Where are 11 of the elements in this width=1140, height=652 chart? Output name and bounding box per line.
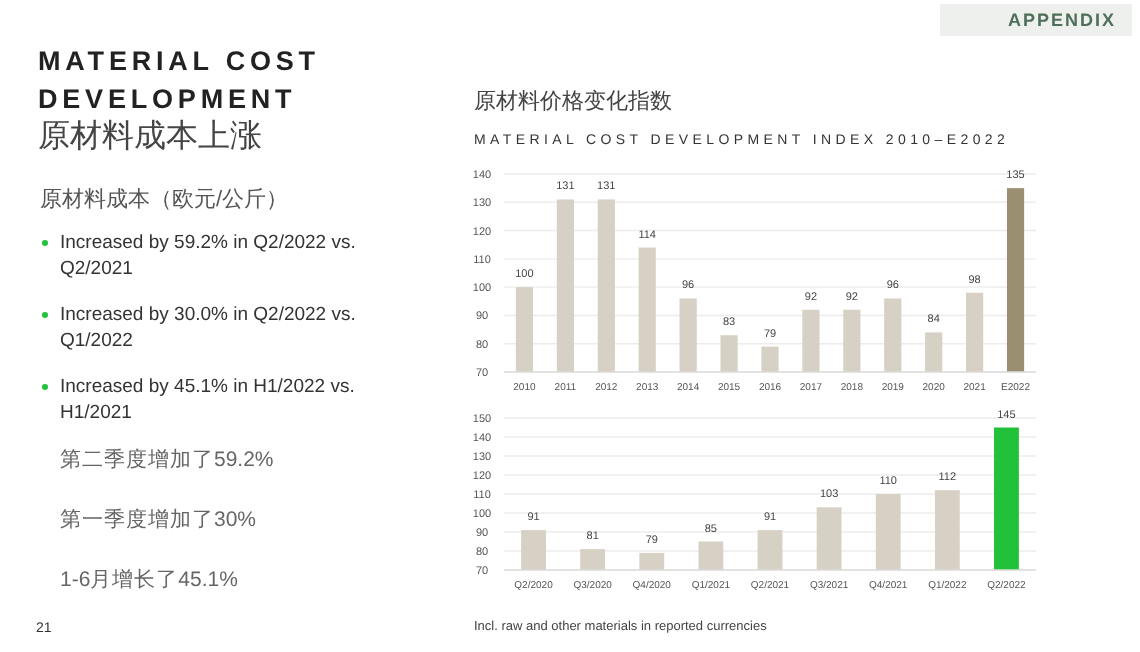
text: 原材料成本上涨 — [38, 117, 262, 158]
text: 第二季度增加了59.2% — [60, 446, 276, 474]
text: APPENDIX — [940, 4, 1132, 36]
text: Increased by 59.2% in Q2/2022 vs. Q2/2021 — [60, 230, 358, 282]
text: 1-6月增长了45.1% — [60, 566, 240, 594]
text: MATERIAL COST DEVELOPMENT — [38, 44, 322, 118]
text: Increased by 30.0% in Q2/2022 vs. Q1/2022 — [60, 302, 358, 354]
chart-title: 原材料价格变化指数 — [474, 88, 672, 114]
text: Increased by 45.1% in H1/2022 vs. H1/2021 — [60, 374, 357, 426]
text: 第一季度增加了30% — [60, 506, 259, 534]
text: 原材料成本（欧元/公斤） — [40, 186, 291, 214]
